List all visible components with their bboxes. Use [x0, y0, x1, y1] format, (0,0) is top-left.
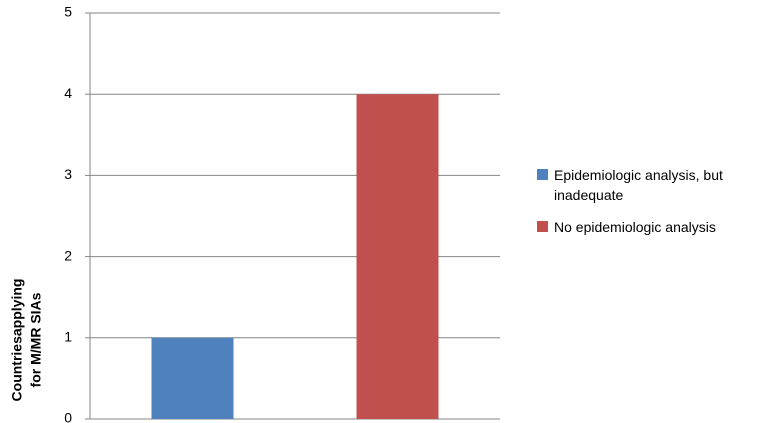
legend-swatch	[537, 221, 548, 232]
bar	[356, 94, 439, 419]
y-axis-label: Countriesapplying	[9, 279, 25, 402]
y-tick-label: 4	[64, 85, 72, 101]
y-tick-label: 1	[64, 329, 72, 345]
legend-label: Epidemiologic analysis, but inadequate	[554, 167, 723, 203]
y-tick-label: 5	[64, 4, 72, 20]
y-axis-label: for M/MR SIAs	[28, 292, 44, 387]
bar	[151, 337, 234, 419]
y-tick-label: 2	[64, 247, 72, 263]
y-tick-label: 0	[64, 410, 72, 423]
legend: Epidemiologic analysis, but inadequate No…	[537, 165, 752, 249]
legend-label: No epidemiologic analysis	[554, 219, 716, 235]
legend-swatch	[537, 169, 548, 180]
legend-item: Epidemiologic analysis, but inadequate	[537, 165, 752, 205]
y-tick-label: 3	[64, 166, 72, 182]
legend-item: No epidemiologic analysis	[537, 217, 752, 237]
